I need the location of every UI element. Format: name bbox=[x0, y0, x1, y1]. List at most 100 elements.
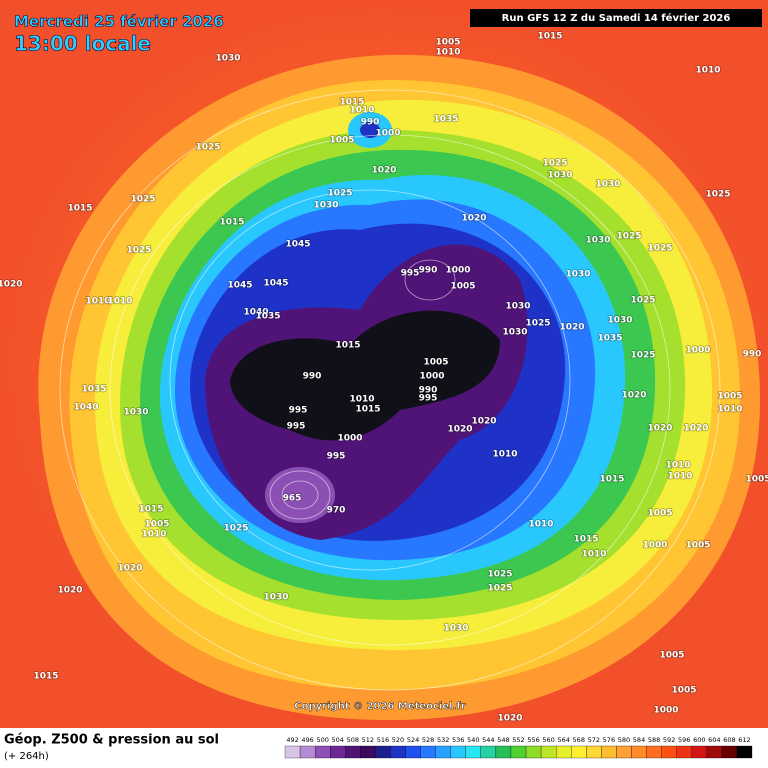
isobar-label: 1000 bbox=[375, 129, 400, 139]
colorbar-swatch bbox=[661, 745, 677, 759]
colorbar-label: 544 bbox=[482, 736, 494, 744]
isobar-label: 1015 bbox=[138, 505, 163, 515]
colorbar-swatch bbox=[284, 745, 301, 759]
colorbar-label: 524 bbox=[407, 736, 419, 744]
isobar-label: 1010 bbox=[581, 550, 606, 560]
isobar-label: 1020 bbox=[471, 417, 496, 427]
isobar-label: 1030 bbox=[313, 201, 338, 211]
band bbox=[265, 467, 335, 523]
colorbar-swatch bbox=[375, 745, 391, 759]
isobar-label: 1025 bbox=[487, 570, 512, 580]
run-box bbox=[470, 9, 762, 27]
isobar-label: 1030 bbox=[443, 624, 468, 634]
isobar-label: 990 bbox=[303, 372, 322, 382]
isobar-label: 1025 bbox=[525, 319, 550, 329]
colorbar-label: 508 bbox=[347, 736, 359, 744]
isobar-label: 1010 bbox=[695, 66, 720, 76]
isobar-label: 1035 bbox=[597, 334, 622, 344]
colorbar-swatch bbox=[540, 745, 557, 759]
run-label: Run GFS 12 Z du Samedi 14 février 2026 bbox=[502, 12, 731, 24]
colorbar-swatch bbox=[435, 745, 451, 759]
isobar-label: 990 bbox=[419, 266, 438, 276]
isobar-label: 1010 bbox=[141, 530, 166, 540]
colorbar-label: 552 bbox=[512, 736, 524, 744]
isobar-label: 1035 bbox=[255, 312, 280, 322]
colorbar-swatch bbox=[691, 745, 707, 759]
isobar-label: 1025 bbox=[327, 189, 352, 199]
colorbar-label: 516 bbox=[377, 736, 389, 744]
colorbar-label: 496 bbox=[301, 736, 313, 744]
colorbar-swatch bbox=[571, 745, 587, 759]
colorbar-label: 584 bbox=[633, 736, 645, 744]
isobar-label: 1010 bbox=[85, 297, 110, 307]
isobar-label: 1025 bbox=[616, 232, 641, 242]
isobar-label: 1010 bbox=[349, 395, 374, 405]
colorbar-swatch bbox=[631, 745, 647, 759]
isobar-label: 1020 bbox=[57, 586, 82, 596]
isobar-label: 1010 bbox=[107, 297, 132, 307]
colorbar-label: 536 bbox=[452, 736, 464, 744]
isobar-label: 1010 bbox=[665, 461, 690, 471]
colorbar-swatch bbox=[465, 745, 481, 759]
isobar-label: 1025 bbox=[542, 159, 567, 169]
colorbar-label: 512 bbox=[362, 736, 374, 744]
isobar-label: 965 bbox=[283, 494, 302, 504]
colorbar-swatch bbox=[299, 745, 316, 759]
isobar-line bbox=[109, 134, 671, 646]
isobar-label: 1005 bbox=[647, 509, 672, 519]
colorbar-swatch bbox=[510, 745, 527, 759]
colorbar-label: 580 bbox=[618, 736, 630, 744]
isobar-label: 1035 bbox=[81, 385, 106, 395]
colorbar-swatch bbox=[495, 745, 512, 759]
isobar-label: 1010 bbox=[667, 472, 692, 482]
colorbar-swatch bbox=[330, 745, 346, 759]
colorbar-label: 576 bbox=[603, 736, 615, 744]
colorbar-swatch bbox=[525, 745, 542, 759]
colorbar-swatch bbox=[360, 745, 376, 759]
colorbar-label: 592 bbox=[663, 736, 675, 744]
isobar-label: 1020 bbox=[497, 714, 522, 724]
footer-title: Géop. Z500 & pression au sol bbox=[4, 733, 219, 748]
isobar-label: 1045 bbox=[285, 240, 310, 250]
isobar-label: 1035 bbox=[433, 115, 458, 125]
time-label: 13:00 locale bbox=[14, 32, 151, 56]
isobar-lines bbox=[59, 89, 721, 691]
isobar-label: 1010 bbox=[435, 48, 460, 58]
isobar-label: 1015 bbox=[67, 204, 92, 214]
colorbar-swatch bbox=[345, 745, 361, 759]
colorbar-label: 568 bbox=[573, 736, 585, 744]
isobar-label: 1000 bbox=[653, 706, 678, 716]
isobar-label: 990 bbox=[419, 386, 438, 396]
isobar-label: 1005 bbox=[450, 282, 475, 292]
isobar-label: 995 bbox=[419, 394, 438, 404]
colorbar-label: 600 bbox=[693, 736, 705, 744]
isobar-label: 995 bbox=[327, 452, 346, 462]
colorbar-swatch bbox=[721, 745, 738, 759]
isobar-label: 1030 bbox=[595, 180, 620, 190]
isobar-label: 1025 bbox=[195, 143, 220, 153]
band bbox=[360, 122, 380, 138]
isobar-label: 1000 bbox=[337, 434, 362, 444]
isobar-label: 1005 bbox=[435, 38, 460, 48]
isobar-label: 995 bbox=[287, 422, 306, 432]
colorbar-swatch bbox=[646, 745, 662, 759]
colorbar-swatch bbox=[420, 745, 436, 759]
colorbar-swatch bbox=[616, 745, 632, 759]
isobar-label: 990 bbox=[361, 118, 380, 128]
isobar-label: 1015 bbox=[335, 341, 360, 351]
isobar-label: 1045 bbox=[263, 279, 288, 289]
colorbar-label: 560 bbox=[542, 736, 554, 744]
isobar-label: 1030 bbox=[123, 408, 148, 418]
isobar-label: 1005 bbox=[671, 686, 696, 696]
isobar-label: 1005 bbox=[329, 136, 354, 146]
isobar-label: 1040 bbox=[73, 403, 98, 413]
isobar-label: 1005 bbox=[423, 358, 448, 368]
isobar-label: 1005 bbox=[685, 541, 710, 551]
colorbar-swatch bbox=[736, 745, 753, 759]
colorbar-label: 492 bbox=[286, 736, 298, 744]
isobar-label: 1030 bbox=[565, 270, 590, 280]
footer-lead: (+ 264h) bbox=[4, 751, 49, 762]
isobar-label: 1015 bbox=[339, 98, 364, 108]
isobar-label: 1010 bbox=[349, 106, 374, 116]
